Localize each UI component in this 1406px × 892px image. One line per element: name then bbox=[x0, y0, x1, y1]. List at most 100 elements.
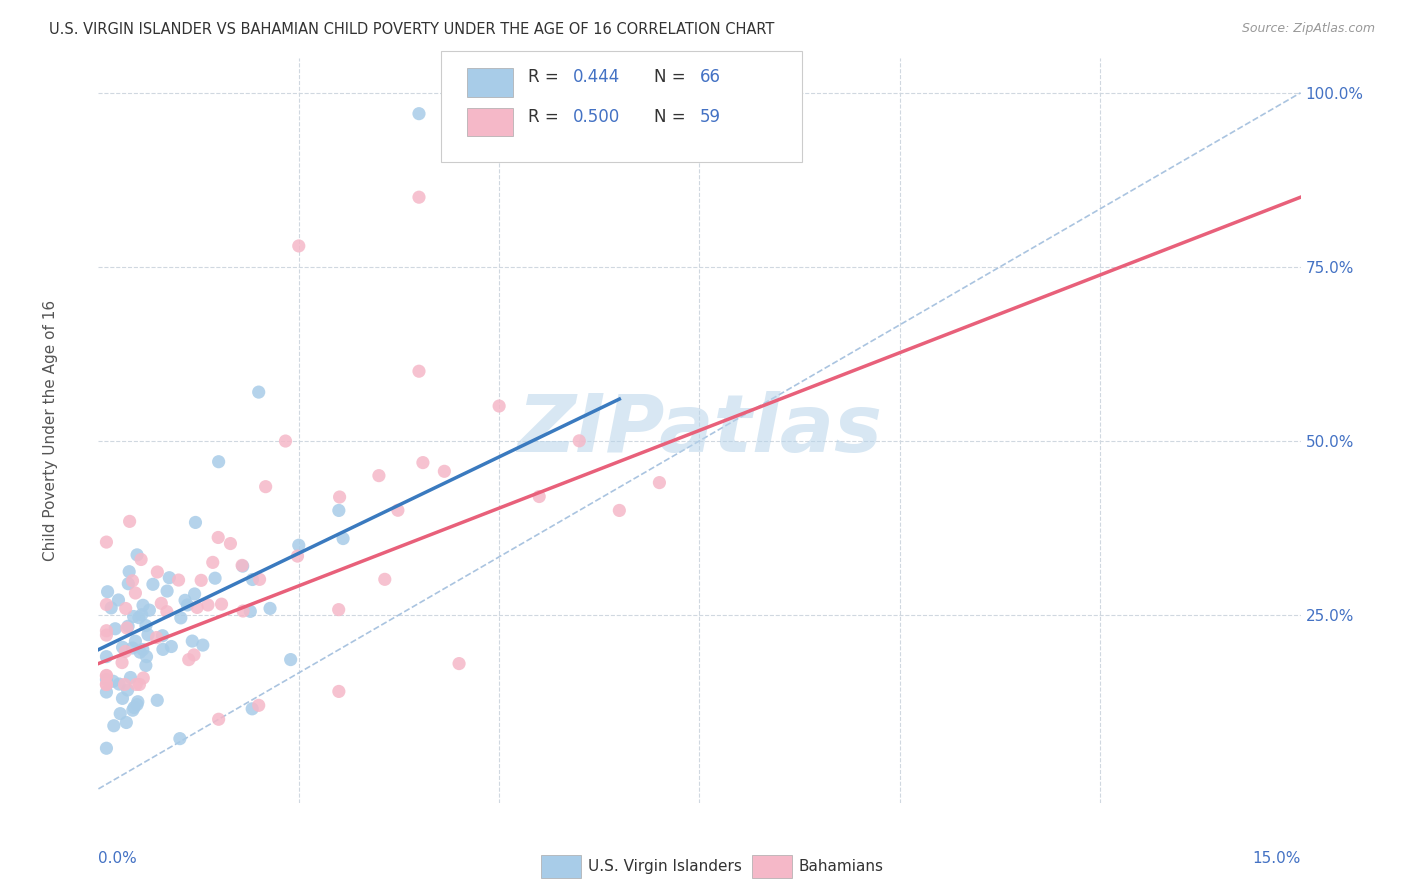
Point bbox=[152, 642, 174, 657]
Point bbox=[96, 668, 118, 682]
Point bbox=[328, 684, 350, 698]
Point bbox=[488, 399, 510, 413]
Point bbox=[111, 656, 134, 670]
FancyBboxPatch shape bbox=[441, 51, 801, 162]
Point bbox=[249, 573, 271, 587]
Point bbox=[117, 619, 139, 633]
Point bbox=[96, 673, 118, 687]
Point bbox=[157, 571, 180, 585]
Point bbox=[232, 559, 254, 574]
Text: Bahamians: Bahamians bbox=[799, 859, 883, 873]
Point bbox=[232, 604, 254, 618]
Point bbox=[125, 698, 148, 712]
Point bbox=[274, 434, 297, 448]
Point bbox=[96, 677, 118, 691]
Point bbox=[287, 549, 309, 563]
Point bbox=[387, 503, 409, 517]
Point bbox=[242, 573, 264, 587]
Point bbox=[152, 629, 174, 643]
Text: U.S. Virgin Islanders: U.S. Virgin Islanders bbox=[588, 859, 741, 873]
Point bbox=[204, 571, 226, 585]
Point bbox=[191, 638, 214, 652]
Point bbox=[150, 596, 173, 610]
Point bbox=[135, 658, 157, 673]
Point bbox=[127, 695, 149, 709]
Point bbox=[129, 552, 152, 566]
Point bbox=[247, 385, 270, 400]
Point bbox=[368, 468, 391, 483]
Point bbox=[122, 609, 145, 624]
Point bbox=[288, 538, 311, 552]
Point bbox=[115, 621, 138, 635]
Point bbox=[96, 741, 118, 756]
Point bbox=[125, 677, 148, 691]
Point bbox=[201, 555, 224, 569]
Point bbox=[374, 572, 396, 586]
Point bbox=[132, 599, 155, 613]
Point bbox=[111, 691, 134, 706]
Point bbox=[219, 536, 242, 550]
Point bbox=[96, 649, 118, 664]
Point bbox=[408, 190, 430, 204]
Point bbox=[97, 584, 120, 599]
Point bbox=[239, 604, 262, 618]
Point bbox=[207, 531, 229, 545]
Point bbox=[114, 644, 136, 658]
Point bbox=[128, 610, 150, 624]
Point bbox=[167, 573, 190, 587]
Point bbox=[156, 605, 179, 619]
Text: ZIPatlas: ZIPatlas bbox=[517, 392, 882, 469]
Point bbox=[96, 677, 118, 691]
Point bbox=[135, 649, 157, 664]
Point bbox=[609, 503, 631, 517]
Text: 66: 66 bbox=[700, 69, 720, 87]
Point bbox=[328, 602, 350, 616]
Point bbox=[160, 640, 183, 654]
Point bbox=[208, 455, 231, 469]
Point bbox=[121, 703, 143, 717]
Point bbox=[254, 480, 277, 494]
Point bbox=[156, 584, 179, 599]
Text: U.S. VIRGIN ISLANDER VS BAHAMIAN CHILD POVERTY UNDER THE AGE OF 16 CORRELATION C: U.S. VIRGIN ISLANDER VS BAHAMIAN CHILD P… bbox=[49, 22, 775, 37]
Point bbox=[433, 464, 456, 478]
Point bbox=[125, 548, 148, 562]
Point bbox=[259, 601, 281, 615]
Point bbox=[117, 576, 139, 591]
Text: 59: 59 bbox=[700, 108, 720, 126]
Point bbox=[121, 574, 143, 588]
Point bbox=[280, 652, 302, 666]
Point bbox=[124, 586, 146, 600]
Point bbox=[96, 624, 118, 638]
Point bbox=[176, 598, 198, 612]
Point bbox=[117, 683, 139, 698]
Point bbox=[104, 622, 127, 636]
Point bbox=[288, 239, 311, 253]
Point bbox=[131, 607, 153, 622]
Text: 15.0%: 15.0% bbox=[1253, 851, 1301, 866]
Point bbox=[174, 593, 197, 607]
Point bbox=[181, 634, 204, 648]
Point bbox=[190, 574, 212, 588]
Text: Child Poverty Under the Age of 16: Child Poverty Under the Age of 16 bbox=[42, 300, 58, 561]
Point bbox=[111, 640, 134, 655]
Point bbox=[183, 587, 205, 601]
FancyBboxPatch shape bbox=[467, 69, 513, 96]
Point bbox=[124, 634, 146, 648]
Point bbox=[142, 577, 165, 591]
Text: 0.500: 0.500 bbox=[574, 108, 620, 126]
Point bbox=[231, 558, 253, 573]
Point bbox=[103, 719, 125, 733]
Point bbox=[132, 642, 155, 657]
Point bbox=[96, 535, 118, 549]
Point bbox=[408, 364, 430, 378]
Point bbox=[128, 677, 150, 691]
Point bbox=[107, 593, 129, 607]
FancyBboxPatch shape bbox=[467, 108, 513, 136]
Point bbox=[96, 685, 118, 699]
Text: Source: ZipAtlas.com: Source: ZipAtlas.com bbox=[1241, 22, 1375, 36]
Point bbox=[568, 434, 591, 448]
Point bbox=[122, 700, 145, 714]
Point bbox=[136, 628, 159, 642]
Point bbox=[408, 106, 430, 120]
Point bbox=[96, 598, 118, 612]
